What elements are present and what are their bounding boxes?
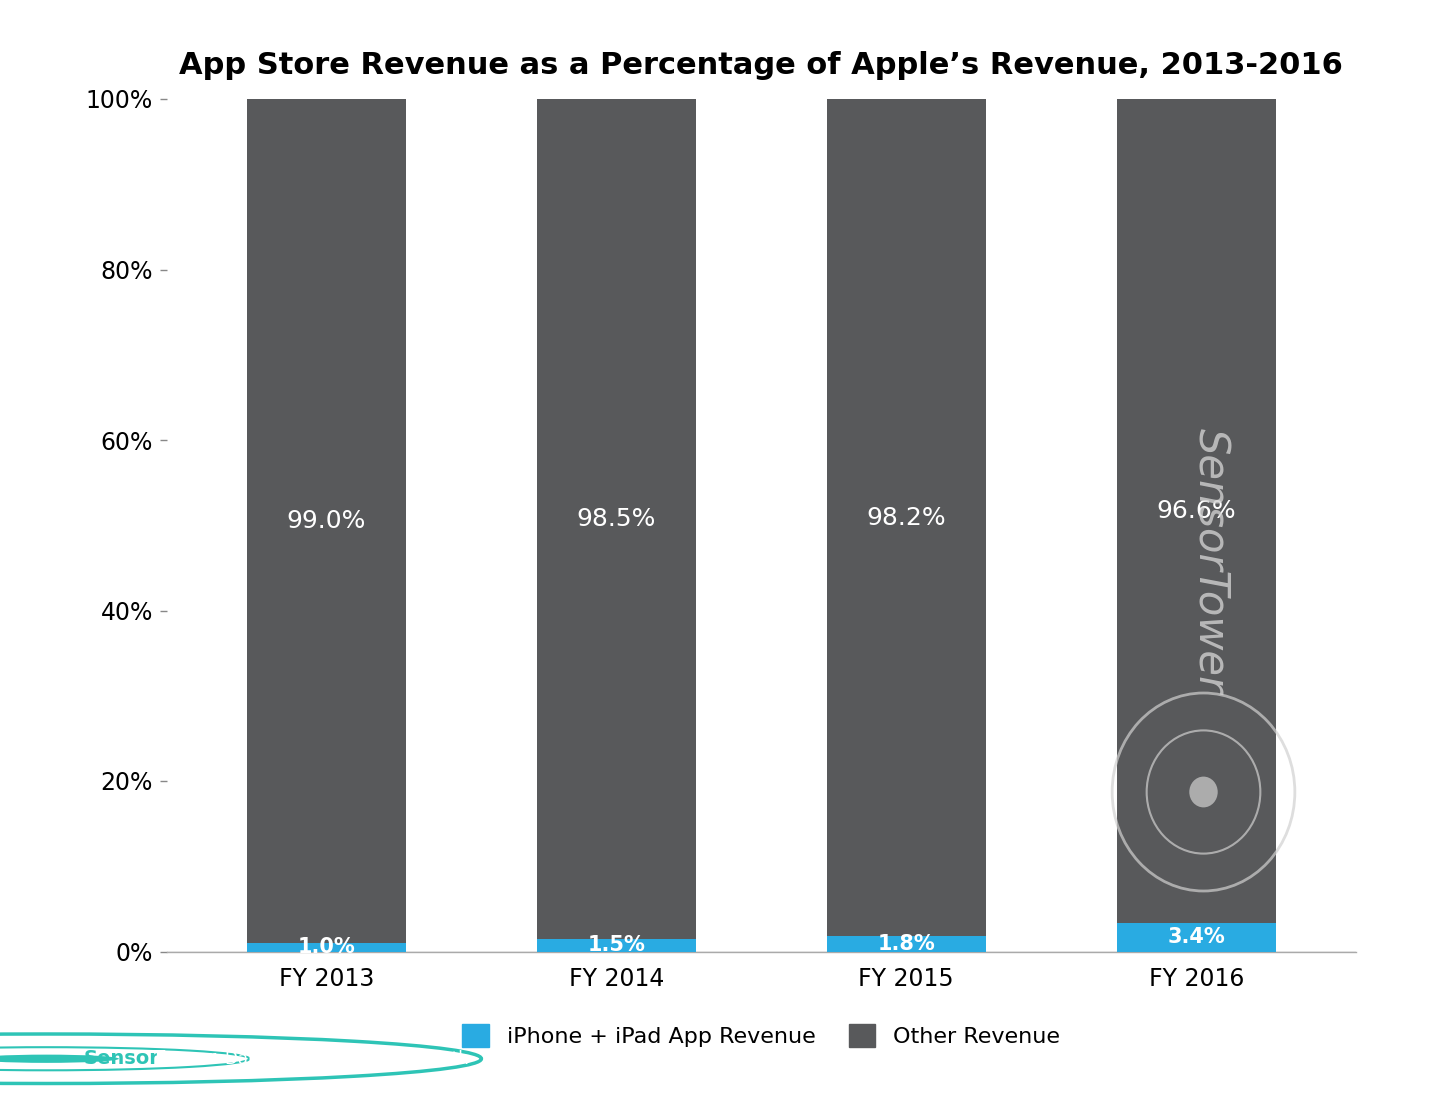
Text: SensorTower: SensorTower: [1190, 428, 1231, 694]
Text: sensortower.com: sensortower.com: [1267, 1049, 1409, 1068]
Text: 96.6%: 96.6%: [1157, 498, 1235, 522]
Bar: [826, 99, 986, 936]
Circle shape: [1189, 777, 1218, 807]
Text: 1.5%: 1.5%: [587, 935, 645, 955]
Legend: iPhone + iPad App Revenue, Other Revenue: iPhone + iPad App Revenue, Other Revenue: [454, 1015, 1069, 1056]
Circle shape: [0, 1055, 119, 1063]
Text: 98.2%: 98.2%: [867, 506, 945, 529]
Bar: [1116, 923, 1276, 952]
Bar: [1116, 99, 1276, 923]
Bar: [536, 938, 696, 952]
Text: 1.8%: 1.8%: [877, 934, 935, 954]
Bar: [247, 99, 406, 943]
Text: Data That Drives App Growth: Data That Drives App Growth: [225, 1049, 468, 1068]
Text: Tower: Tower: [152, 1049, 218, 1068]
Bar: [536, 99, 696, 938]
Bar: [247, 943, 406, 951]
Bar: [826, 936, 986, 952]
Text: Sensor: Sensor: [84, 1049, 160, 1068]
Text: 3.4%: 3.4%: [1167, 927, 1225, 947]
Text: 1.0%: 1.0%: [297, 937, 355, 957]
Text: 99.0%: 99.0%: [287, 509, 365, 534]
Title: App Store Revenue as a Percentage of Apple’s Revenue, 2013-2016: App Store Revenue as a Percentage of App…: [180, 51, 1343, 80]
Text: 98.5%: 98.5%: [577, 507, 655, 531]
